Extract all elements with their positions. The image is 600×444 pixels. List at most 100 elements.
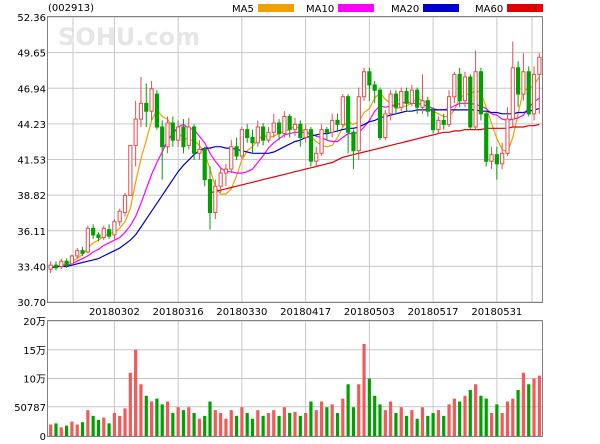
candle-up bbox=[446, 96, 452, 125]
candle-up bbox=[176, 126, 181, 141]
candle-up bbox=[473, 71, 478, 128]
volume-bar bbox=[213, 410, 217, 436]
volume-bar bbox=[187, 407, 191, 436]
date-tick-label: 20180503 bbox=[344, 307, 395, 318]
candle-up bbox=[117, 210, 122, 223]
candle-down bbox=[202, 148, 207, 181]
price-tick-label: 36.11 bbox=[17, 227, 46, 238]
candle-up bbox=[510, 67, 515, 120]
candle-up bbox=[500, 152, 505, 165]
volume-bar bbox=[203, 415, 207, 436]
candle-up bbox=[282, 115, 287, 135]
candle-down bbox=[106, 229, 112, 237]
candle-up bbox=[521, 71, 526, 95]
volume-bar bbox=[149, 401, 154, 436]
candle-up bbox=[361, 71, 367, 98]
candle-up bbox=[149, 88, 154, 112]
candle-down bbox=[526, 71, 531, 115]
candle-up bbox=[186, 126, 191, 146]
candle-down bbox=[298, 123, 303, 139]
date-tick-label: 20180417 bbox=[280, 307, 331, 318]
volume-bar bbox=[484, 398, 488, 436]
volume-bar bbox=[458, 401, 462, 436]
volume-bar bbox=[516, 390, 520, 436]
volume-bar bbox=[537, 375, 541, 436]
volume-bar bbox=[399, 407, 403, 436]
price-tick-label: 46.94 bbox=[17, 84, 46, 95]
volume-bar bbox=[511, 398, 515, 436]
volume-bar bbox=[426, 415, 430, 436]
date-tick-label: 20180517 bbox=[408, 307, 459, 318]
volume-bar bbox=[70, 421, 74, 436]
volume-bar bbox=[527, 384, 531, 436]
ma5-line bbox=[50, 76, 540, 269]
volume-bar bbox=[234, 415, 239, 436]
candle-up bbox=[266, 131, 271, 141]
volume-bar bbox=[389, 401, 393, 436]
candle-down bbox=[64, 260, 69, 266]
price-tick-label: 52.36 bbox=[17, 13, 46, 24]
candle-up bbox=[75, 250, 80, 257]
candle-up bbox=[239, 129, 244, 157]
ma20-line bbox=[50, 108, 540, 269]
candle-up bbox=[271, 122, 276, 133]
volume-panel-frame bbox=[47, 320, 543, 437]
candle-down bbox=[80, 250, 85, 254]
volume-bars bbox=[49, 344, 541, 436]
candle-down bbox=[351, 131, 356, 152]
candle-down bbox=[425, 100, 430, 112]
volume-bar bbox=[192, 413, 196, 436]
candle-down bbox=[431, 110, 436, 131]
volume-bar bbox=[75, 424, 79, 436]
candle-up bbox=[505, 118, 510, 154]
candle-down bbox=[245, 129, 250, 139]
volume-bar bbox=[319, 401, 324, 436]
candle-down bbox=[191, 126, 197, 154]
legend-label: MA60 bbox=[475, 4, 503, 15]
volume-bar bbox=[250, 418, 255, 436]
volume-bar bbox=[176, 407, 180, 436]
volume-bar bbox=[351, 407, 356, 436]
candle-up bbox=[133, 118, 138, 146]
candle-up bbox=[420, 100, 425, 108]
volume-bar bbox=[171, 413, 175, 436]
volume-bar bbox=[224, 418, 228, 436]
candle-down bbox=[160, 126, 165, 148]
volume-bar bbox=[165, 401, 170, 436]
volume-bar bbox=[86, 410, 90, 436]
volume-bar bbox=[309, 401, 313, 436]
candle-up bbox=[85, 227, 90, 253]
volume-bar bbox=[325, 407, 329, 436]
date-axis-labels: 20180302 20180316 20180330 20180417 20180503… bbox=[89, 307, 522, 318]
volume-bar bbox=[128, 372, 132, 436]
candle-down bbox=[377, 89, 383, 139]
candle-down bbox=[324, 129, 329, 133]
volume-bar bbox=[447, 404, 451, 436]
volume-bar bbox=[335, 413, 340, 436]
candle-up bbox=[197, 148, 202, 154]
volume-bar bbox=[521, 372, 526, 436]
volume-tick-label: 0 bbox=[40, 432, 46, 440]
candle-up bbox=[319, 129, 324, 154]
candle-up bbox=[489, 154, 494, 162]
candle-up bbox=[340, 96, 345, 125]
candle-down bbox=[335, 119, 340, 125]
candle-up bbox=[462, 76, 468, 102]
volume-bar bbox=[415, 418, 419, 436]
volume-bar bbox=[181, 410, 186, 436]
candle-down bbox=[415, 89, 420, 108]
candle-up bbox=[314, 152, 319, 162]
volume-bar bbox=[123, 408, 127, 436]
volume-bar bbox=[144, 395, 148, 436]
price-tick-label: 41.53 bbox=[17, 156, 46, 167]
volume-bar bbox=[134, 349, 138, 436]
candle-down bbox=[404, 90, 409, 104]
candle-up bbox=[101, 227, 106, 239]
candle-up bbox=[165, 122, 170, 148]
candlesticks bbox=[48, 41, 542, 274]
candle-up bbox=[537, 56, 542, 75]
volume-tick-label: 15万 bbox=[23, 346, 46, 357]
price-tick-label: 44.23 bbox=[17, 120, 46, 131]
volume-bar bbox=[468, 390, 472, 436]
